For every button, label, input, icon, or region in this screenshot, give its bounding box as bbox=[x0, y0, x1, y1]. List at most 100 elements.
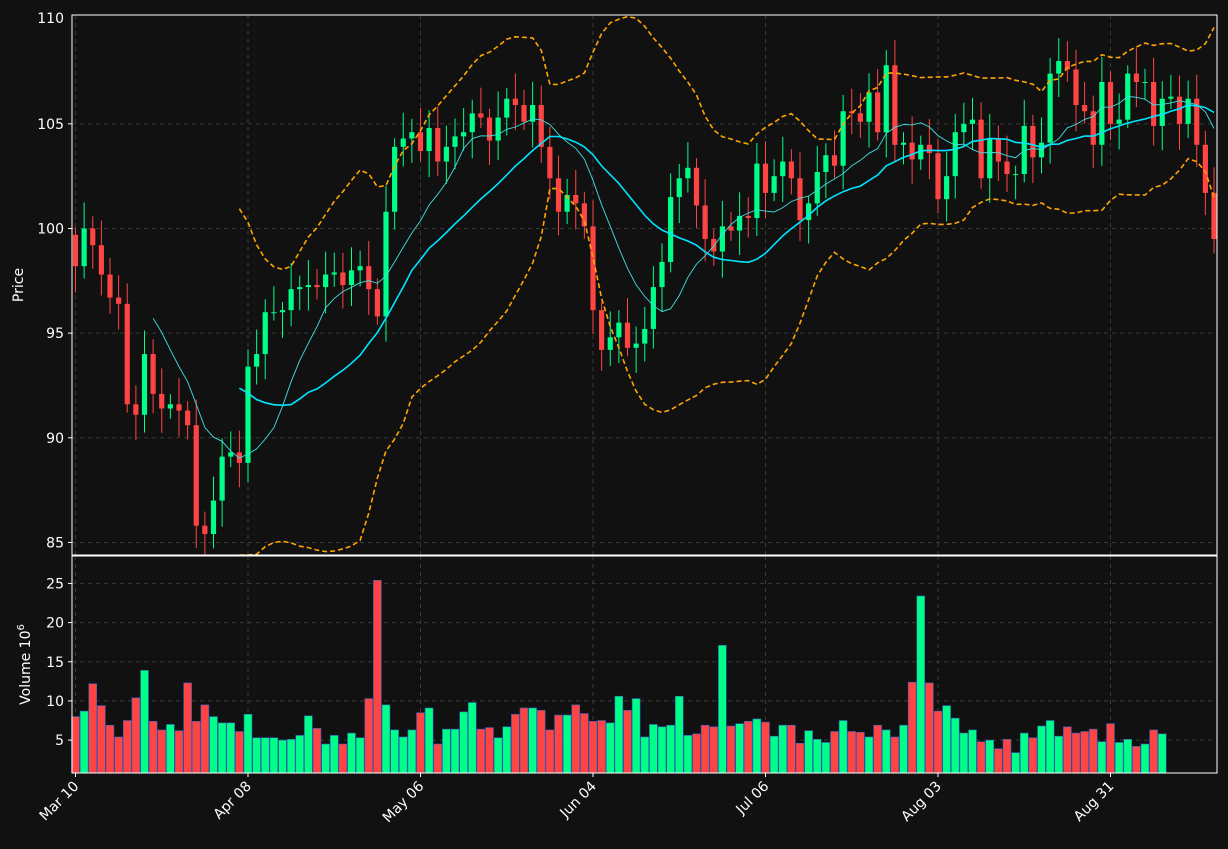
volume-bar bbox=[838, 720, 848, 774]
volume-bar bbox=[769, 735, 779, 774]
candle-body bbox=[297, 287, 303, 290]
volume-bar bbox=[200, 704, 210, 774]
candle-body bbox=[90, 228, 96, 246]
volume-bar bbox=[1045, 720, 1055, 774]
volume-bar bbox=[79, 710, 89, 774]
volume-tick-label: 20 bbox=[46, 616, 64, 632]
volume-bar bbox=[692, 733, 701, 774]
volume-bar bbox=[1088, 728, 1098, 774]
candle-body bbox=[1202, 144, 1208, 193]
candle-body bbox=[1004, 161, 1010, 175]
candle-body bbox=[348, 270, 355, 285]
candle-body bbox=[383, 211, 389, 317]
grid-lines bbox=[72, 15, 1217, 773]
volume-bar bbox=[252, 737, 261, 774]
candle-body bbox=[883, 65, 889, 133]
candle-body bbox=[288, 289, 294, 311]
candle-body bbox=[1030, 125, 1036, 158]
volume-bar bbox=[476, 728, 486, 774]
volume-bar bbox=[174, 730, 184, 774]
volume-bar bbox=[329, 735, 339, 774]
volume-bar bbox=[1037, 725, 1046, 774]
volume-bar bbox=[856, 731, 865, 774]
volume-bar bbox=[985, 739, 995, 774]
volume-tick-label: 10 bbox=[46, 694, 64, 710]
volume-bar bbox=[890, 736, 900, 774]
date-tick-label: Apr 08 bbox=[211, 779, 255, 823]
candle-body bbox=[995, 138, 1001, 162]
volume-bar bbox=[338, 743, 348, 774]
candle-body bbox=[486, 117, 493, 141]
volume-bar bbox=[950, 717, 960, 774]
volume-bar bbox=[459, 711, 468, 774]
candle-body bbox=[193, 425, 199, 526]
candle-body bbox=[754, 163, 760, 219]
volume-bar bbox=[183, 682, 192, 774]
volume-bar bbox=[398, 736, 408, 774]
date-tick-label: May 06 bbox=[380, 778, 428, 826]
volume-bar bbox=[787, 724, 796, 774]
candle-body bbox=[366, 266, 372, 290]
candle-body bbox=[1064, 61, 1070, 70]
volume-bar bbox=[683, 735, 693, 774]
volume-bar bbox=[157, 729, 167, 774]
candle-body bbox=[1107, 81, 1114, 124]
candle-body bbox=[875, 92, 881, 133]
volume-bar bbox=[364, 698, 374, 774]
candle-body bbox=[728, 226, 734, 231]
candle-body bbox=[521, 105, 527, 122]
volume-bar bbox=[467, 702, 477, 774]
candle-body bbox=[167, 404, 173, 409]
volume-tick-label: 15 bbox=[46, 655, 64, 671]
volume-bar bbox=[994, 748, 1003, 774]
candle-body bbox=[176, 404, 182, 411]
candle-body bbox=[245, 366, 251, 463]
candle-body bbox=[892, 65, 898, 145]
volume-bar bbox=[976, 741, 986, 774]
candle-body bbox=[340, 272, 346, 285]
candle-body bbox=[952, 132, 958, 177]
candle-body bbox=[116, 297, 122, 304]
candle-body bbox=[72, 234, 79, 267]
price-axis-label: Price bbox=[11, 268, 27, 302]
volume-bar bbox=[260, 737, 270, 774]
volume-bar bbox=[830, 731, 839, 774]
volume-bar bbox=[1071, 732, 1081, 774]
candle-body bbox=[555, 178, 562, 212]
bollinger-lower-line bbox=[239, 157, 1215, 556]
volume-bar bbox=[1002, 739, 1012, 774]
volume-bar bbox=[347, 732, 356, 774]
volume-bar bbox=[1157, 733, 1167, 774]
candle-body bbox=[633, 343, 639, 348]
candle-body bbox=[1013, 174, 1019, 176]
candle-body bbox=[659, 261, 665, 288]
candle-body bbox=[1082, 105, 1088, 112]
volume-tick-label: 25 bbox=[46, 576, 64, 592]
candle-body bbox=[1090, 111, 1096, 145]
volume-bar bbox=[666, 724, 675, 774]
candle-body bbox=[590, 226, 596, 311]
volume-bar bbox=[304, 715, 313, 774]
volume-bar bbox=[114, 736, 123, 774]
candle-body bbox=[866, 92, 872, 122]
volume-bar bbox=[485, 727, 494, 774]
volume-bar bbox=[700, 724, 710, 774]
candle-body bbox=[504, 98, 510, 118]
candle-body bbox=[512, 98, 518, 105]
volume-bar bbox=[1019, 732, 1029, 774]
candle-body bbox=[840, 111, 846, 166]
candle-body bbox=[926, 144, 932, 154]
candle-body bbox=[133, 404, 139, 415]
candle-body bbox=[900, 142, 907, 145]
candle-body bbox=[1056, 61, 1062, 74]
candle-body bbox=[676, 178, 682, 198]
volume-bar bbox=[959, 732, 969, 774]
candle-body bbox=[202, 525, 208, 535]
candle-body bbox=[814, 171, 820, 204]
volume-bar bbox=[536, 710, 546, 774]
volume-bar bbox=[864, 736, 874, 774]
candle-body bbox=[279, 310, 286, 313]
candle-body bbox=[443, 146, 449, 162]
candle-body bbox=[961, 123, 967, 133]
